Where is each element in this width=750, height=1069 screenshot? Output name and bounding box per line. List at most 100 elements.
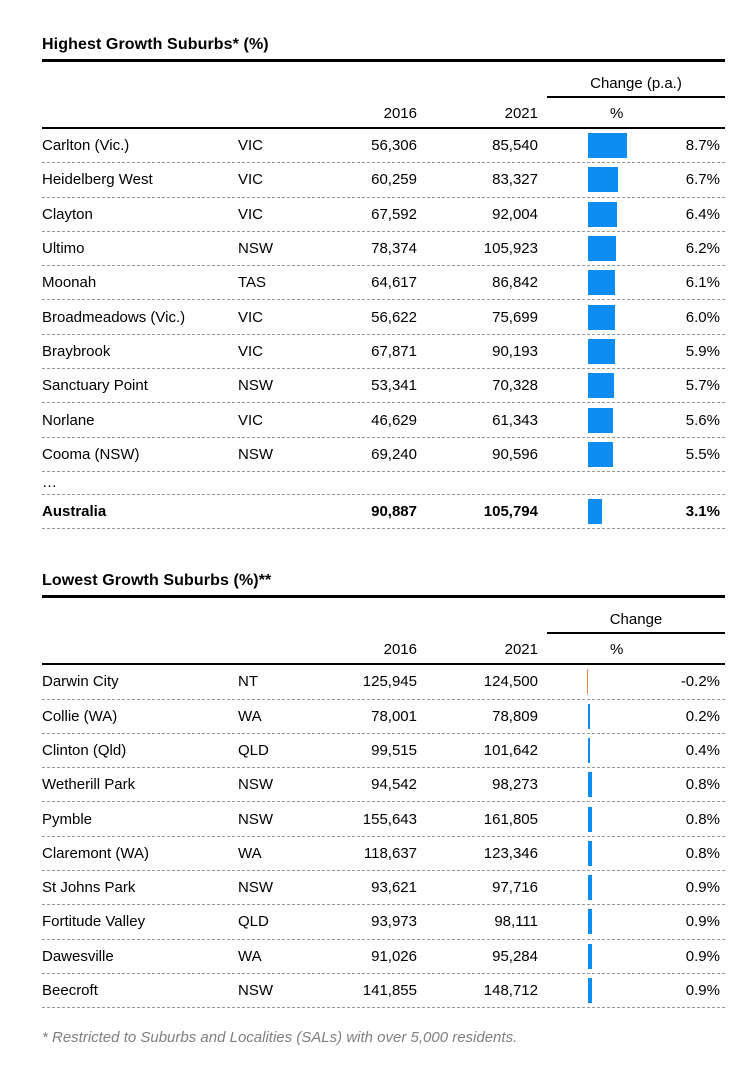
state-abbr: VIC <box>238 137 264 155</box>
column-header-2021: 2021 <box>504 641 538 659</box>
change-percent: 0.9% <box>685 913 720 931</box>
ellipsis-label: … <box>42 474 59 492</box>
change-bar-cell <box>538 266 672 299</box>
state-abbr: NSW <box>238 377 273 395</box>
state-abbr: NT <box>238 673 258 691</box>
change-percent: 0.8% <box>685 844 720 862</box>
table-row: Clayton VIC 67,592 92,004 6.4% <box>42 198 725 232</box>
value-2016: 46,629 <box>371 411 417 429</box>
suburb-name: Darwin City <box>42 673 119 691</box>
state-abbr: NSW <box>238 810 273 828</box>
report-content: Highest Growth Suburbs* (%) Change (p.a.… <box>42 36 725 1046</box>
state-abbr: QLD <box>238 913 269 931</box>
change-percent: 5.9% <box>685 342 720 360</box>
table-row: Sanctuary Point NSW 53,341 70,328 5.7% <box>42 369 725 404</box>
suburb-name: Dawesville <box>42 947 114 965</box>
value-2016: 69,240 <box>371 445 417 463</box>
change-percent: 5.7% <box>685 377 720 395</box>
change-header-row: Change <box>42 611 725 635</box>
positive-change-bar <box>588 978 593 1004</box>
value-2016: 67,871 <box>371 342 417 360</box>
value-2021: 97,716 <box>492 879 538 897</box>
value-2021: 101,642 <box>483 742 538 759</box>
value-2016: 78,001 <box>371 707 417 725</box>
value-2016: 56,306 <box>371 137 417 155</box>
change-bar-cell <box>538 198 672 231</box>
suburb-name: Wetherill Park <box>42 776 136 794</box>
change-percent: 0.9% <box>685 879 720 897</box>
positive-change-bar <box>588 772 592 798</box>
state-abbr: NSW <box>238 445 273 463</box>
column-header-2021: 2021 <box>504 105 538 122</box>
value-2016: 155,643 <box>362 810 417 828</box>
table-row: Dawesville WA 91,026 95,284 0.9% <box>42 940 725 974</box>
state-abbr: NSW <box>238 240 273 258</box>
value-2016: 90,887 <box>371 503 417 521</box>
value-2016: 60,259 <box>371 171 417 189</box>
change-bar-cell <box>538 871 672 904</box>
change-percent: 5.6% <box>685 411 720 429</box>
state-abbr: TAS <box>238 274 267 292</box>
change-bar-cell <box>538 905 672 938</box>
suburb-name: Australia <box>42 503 107 521</box>
change-bar-cell <box>538 802 672 835</box>
suburb-name: St Johns Park <box>42 879 136 897</box>
value-2016: 94,542 <box>371 776 417 794</box>
value-2021: 61,343 <box>492 411 538 429</box>
value-2016: 125,945 <box>362 673 417 691</box>
change-bar-cell <box>538 768 672 801</box>
state-abbr: WA <box>238 707 262 725</box>
change-percent: 6.2% <box>685 240 720 258</box>
positive-change-bar <box>588 167 619 193</box>
suburb-name: Fortitude Valley <box>42 913 146 931</box>
value-2021: 86,842 <box>492 274 538 292</box>
highest-growth-title: Highest Growth Suburbs* (%) <box>42 36 725 62</box>
table-row: Claremont (WA) WA 118,637 123,346 0.8% <box>42 837 725 872</box>
positive-change-bar <box>588 338 615 364</box>
positive-change-bar <box>588 806 592 832</box>
table-row: Cooma (NSW) NSW 69,240 90,596 5.5% <box>42 438 725 472</box>
value-2016: 56,622 <box>371 308 417 326</box>
column-header-2016: 2016 <box>383 105 417 122</box>
change-percent: 8.7% <box>685 137 720 155</box>
positive-change-bar <box>588 236 616 262</box>
change-percent: 0.9% <box>685 982 720 1000</box>
summary-row-australia: Australia 90,887 105,794 3.1% <box>42 495 725 530</box>
table-row: Braybrook VIC 67,871 90,193 5.9% <box>42 335 725 370</box>
value-2016: 91,026 <box>371 947 417 965</box>
state-abbr: VIC <box>238 411 264 429</box>
change-bar-cell <box>538 232 672 265</box>
state-abbr: VIC <box>238 171 264 189</box>
positive-change-bar <box>588 909 593 935</box>
column-header-percent: % <box>610 105 624 122</box>
table-row: Ultimo NSW 78,374 105,923 6.2% <box>42 232 725 267</box>
value-2021: 90,193 <box>492 342 538 360</box>
suburb-name: Claremont (WA) <box>42 844 149 862</box>
value-2021: 161,805 <box>483 810 538 828</box>
value-2021: 123,346 <box>483 844 538 862</box>
state-abbr: NSW <box>238 982 273 1000</box>
suburb-name: Ultimo <box>42 240 85 258</box>
table-row: Heidelberg West VIC 60,259 83,327 6.7% <box>42 163 725 198</box>
positive-change-bar <box>588 840 592 866</box>
change-percent: 0.4% <box>685 742 720 759</box>
value-2021: 98,111 <box>494 913 538 931</box>
positive-change-bar <box>588 703 590 729</box>
value-2016: 64,617 <box>371 274 417 292</box>
change-bar-cell <box>538 665 672 698</box>
change-bar-cell <box>538 369 672 402</box>
value-2021: 90,596 <box>492 445 538 463</box>
negative-change-bar <box>586 669 588 695</box>
value-2021: 75,699 <box>492 308 538 326</box>
change-bar-cell <box>538 940 672 973</box>
change-percent: 0.8% <box>685 810 720 828</box>
table-row: Fortitude Valley QLD 93,973 98,111 0.9% <box>42 905 725 940</box>
value-2016: 141,855 <box>362 982 417 1000</box>
value-2016: 93,973 <box>371 913 417 931</box>
suburb-name: Collie (WA) <box>42 707 118 725</box>
state-abbr: VIC <box>238 342 264 360</box>
positive-change-bar <box>588 875 593 901</box>
suburb-name: Moonah <box>42 274 97 292</box>
suburb-name: Carlton (Vic.) <box>42 137 130 155</box>
change-bar-cell <box>538 335 672 368</box>
